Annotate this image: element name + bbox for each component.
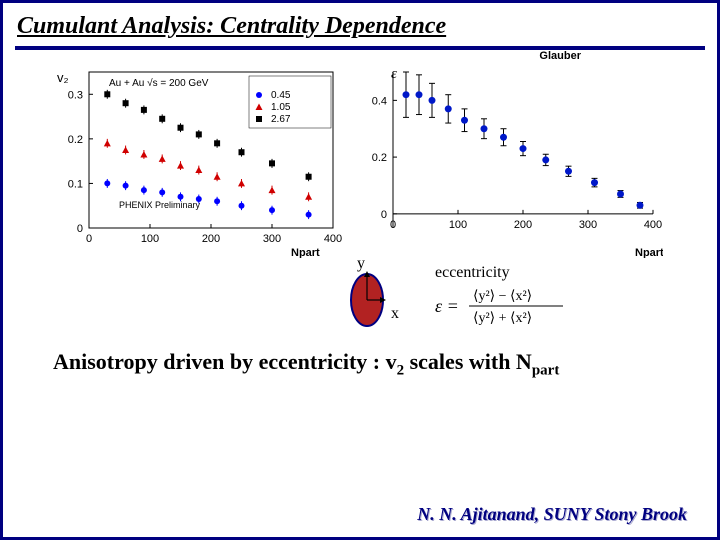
svg-text:0: 0 xyxy=(86,233,92,245)
v2-vs-npart-chart: 0 100 200 300 400 0 0.1 0.2 0.3 Npart v₂ Au + Au √s… xyxy=(43,58,343,258)
svg-text:1.05: 1.05 xyxy=(271,102,291,113)
glauber-label: Glauber xyxy=(539,50,581,62)
svg-text:2.67: 2.67 xyxy=(271,114,291,125)
svg-text:Au + Au √s = 200 GeV: Au + Au √s = 200 GeV xyxy=(109,77,209,89)
left-chart-container: 0 100 200 300 400 0 0.1 0.2 0.3 Npart v₂ Au + Au √s… xyxy=(43,58,343,258)
svg-text:0.3: 0.3 xyxy=(68,89,83,101)
conclusion-statement: Anisotropy driven by eccentricity : v2 s… xyxy=(3,335,717,379)
svg-text:0.45: 0.45 xyxy=(271,90,291,101)
svg-text:Npart: Npart xyxy=(635,247,663,258)
svg-text:0.2: 0.2 xyxy=(68,134,83,146)
svg-text:100: 100 xyxy=(141,233,159,245)
eccentricity-title: eccentricity xyxy=(435,264,605,282)
svg-text:100: 100 xyxy=(449,219,467,231)
slide-title: Cumulant Analysis: Centrality Dependence xyxy=(3,3,717,42)
x-axis-label: x xyxy=(391,305,399,323)
ellipse-svg xyxy=(335,265,415,335)
y-axis-label: y xyxy=(357,255,365,273)
svg-text:Npart: Npart xyxy=(291,247,320,258)
svg-text:200: 200 xyxy=(514,219,532,231)
svg-text:v₂: v₂ xyxy=(57,70,69,85)
formula-svg: ε = ⟨y²⟩ − ⟨x²⟩ ⟨y²⟩ + ⟨x²⟩ xyxy=(435,284,605,330)
svg-text:300: 300 xyxy=(263,233,281,245)
svg-text:200: 200 xyxy=(202,233,220,245)
svg-text:ε: ε xyxy=(391,66,397,82)
svg-text:PHENIX Preliminary: PHENIX Preliminary xyxy=(119,200,201,210)
author-footer: N. N. Ajitanand, SUNY Stony Brook xyxy=(417,504,687,525)
svg-text:0.1: 0.1 xyxy=(68,178,83,190)
eccentricity-equation: eccentricity ε = ⟨y²⟩ − ⟨x²⟩ ⟨y²⟩ + ⟨x²⟩ xyxy=(435,264,605,335)
svg-text:0: 0 xyxy=(381,209,387,221)
svg-text:0.4: 0.4 xyxy=(372,95,387,107)
svg-text:300: 300 xyxy=(579,219,597,231)
svg-text:0.2: 0.2 xyxy=(372,152,387,164)
right-chart-container: Glauber 010020030040000.20.4Npartε xyxy=(353,58,663,258)
svg-text:⟨y²⟩ + ⟨x²⟩: ⟨y²⟩ + ⟨x²⟩ xyxy=(473,311,532,326)
svg-text:400: 400 xyxy=(644,219,662,231)
epsilon-vs-npart-chart: 0 100 200 300 400 0 0.2 0.4 Npart ε xyxy=(353,58,663,258)
svg-text:⟨y²⟩ − ⟨x²⟩: ⟨y²⟩ − ⟨x²⟩ xyxy=(473,289,532,304)
svg-text:0: 0 xyxy=(390,219,396,231)
svg-text:400: 400 xyxy=(324,233,342,245)
svg-text:0: 0 xyxy=(77,223,83,235)
svg-text:ε =: ε = xyxy=(435,296,459,316)
eccentricity-ellipse-diagram: y x xyxy=(335,265,415,335)
